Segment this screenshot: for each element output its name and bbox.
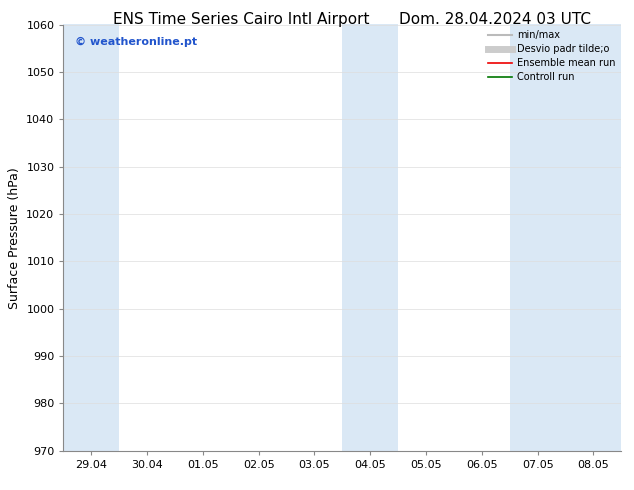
Bar (342, 24, 398, 451)
Text: © weatheronline.pt: © weatheronline.pt (75, 37, 197, 48)
Y-axis label: Surface Pressure (hPa): Surface Pressure (hPa) (8, 167, 21, 309)
Bar (510, 24, 621, 451)
Text: ENS Time Series Cairo Intl Airport: ENS Time Series Cairo Intl Airport (113, 12, 369, 27)
Legend: min/max, Desvio padr tilde;o, Ensemble mean run, Controll run: min/max, Desvio padr tilde;o, Ensemble m… (484, 26, 619, 86)
Bar (63, 24, 119, 451)
Text: Dom. 28.04.2024 03 UTC: Dom. 28.04.2024 03 UTC (399, 12, 590, 27)
